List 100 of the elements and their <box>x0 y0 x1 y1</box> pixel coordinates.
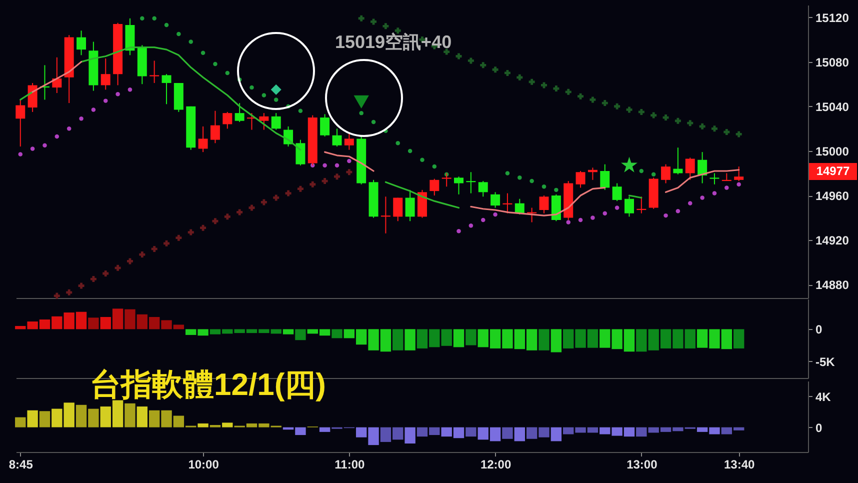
bar <box>319 427 330 432</box>
y-tick-label: 4K <box>816 390 832 404</box>
point <box>176 234 182 241</box>
candlestick <box>234 102 244 122</box>
point <box>621 156 638 172</box>
point <box>664 213 668 218</box>
point <box>310 181 316 188</box>
point <box>66 126 72 131</box>
bar <box>88 318 99 330</box>
bar <box>466 427 476 437</box>
x-tick-label: 13:40 <box>724 458 756 472</box>
bar <box>404 427 416 444</box>
point <box>370 18 377 25</box>
point <box>590 96 596 103</box>
point <box>200 224 206 231</box>
point <box>651 172 656 176</box>
bar <box>100 316 111 330</box>
bar <box>136 406 148 428</box>
point <box>358 15 364 22</box>
bar <box>466 329 476 346</box>
bar <box>295 329 306 340</box>
point <box>420 158 424 162</box>
point <box>382 23 389 30</box>
point <box>371 120 376 124</box>
bar <box>282 329 294 334</box>
point <box>322 163 327 168</box>
candlestick <box>344 132 354 150</box>
point <box>30 146 35 151</box>
candlestick <box>478 180 488 198</box>
y-tick-label: 15040 <box>816 100 850 114</box>
point <box>674 118 681 124</box>
point <box>456 229 461 234</box>
point <box>126 258 133 264</box>
y-tick-label: 14920 <box>816 234 850 248</box>
candlestick <box>685 157 695 180</box>
bar <box>550 427 562 442</box>
x-tick-label: 11:00 <box>334 458 366 472</box>
point <box>650 112 657 118</box>
point <box>676 208 680 214</box>
point <box>626 106 632 113</box>
point <box>346 169 352 176</box>
point <box>359 110 364 116</box>
chart-title: 台指軟體12/1(四) <box>90 366 326 404</box>
candlestick <box>722 172 732 182</box>
candlestick <box>514 198 524 215</box>
candlestick <box>100 58 110 90</box>
candlestick <box>454 176 464 195</box>
x-tick-label: 13:00 <box>626 458 658 472</box>
candlestick <box>734 166 744 182</box>
point <box>140 16 144 20</box>
y-tick-label: 15120 <box>816 10 850 25</box>
point <box>248 204 255 211</box>
candlestick <box>380 196 390 234</box>
point <box>639 168 644 174</box>
point <box>102 270 109 276</box>
point <box>297 186 304 192</box>
candlestick <box>466 172 476 194</box>
point <box>687 120 694 126</box>
bar <box>124 403 136 428</box>
point <box>516 74 523 80</box>
annotation: 15019空訊+40 <box>335 31 452 54</box>
point <box>90 276 96 282</box>
point <box>164 240 170 246</box>
point <box>565 88 572 95</box>
candlestick <box>320 114 330 137</box>
y-tick-label: 14960 <box>816 189 850 204</box>
point <box>54 292 60 299</box>
point <box>736 182 741 186</box>
candlestick <box>28 82 38 112</box>
point <box>128 88 132 92</box>
candlestick <box>393 197 403 222</box>
point <box>396 141 400 146</box>
bar <box>210 424 221 428</box>
point <box>334 174 340 180</box>
point <box>505 171 510 176</box>
point <box>151 246 158 252</box>
candlestick <box>296 139 306 166</box>
point <box>104 98 108 103</box>
candlestick <box>539 195 549 214</box>
candlestick <box>673 147 683 175</box>
text: 14977 <box>809 163 857 180</box>
bar <box>39 411 50 428</box>
point <box>334 163 340 168</box>
bar <box>15 417 26 428</box>
point <box>79 116 84 121</box>
point <box>285 190 292 196</box>
point <box>638 108 644 115</box>
bar <box>538 329 550 350</box>
candlestick <box>430 178 440 196</box>
candlestick <box>576 170 586 188</box>
point <box>262 93 266 98</box>
candlestick <box>222 111 232 130</box>
point <box>614 206 620 210</box>
point <box>432 164 437 169</box>
point <box>456 53 462 60</box>
point <box>164 22 169 28</box>
point <box>274 98 278 102</box>
point <box>493 212 498 217</box>
point <box>42 143 47 148</box>
bar <box>733 329 744 348</box>
